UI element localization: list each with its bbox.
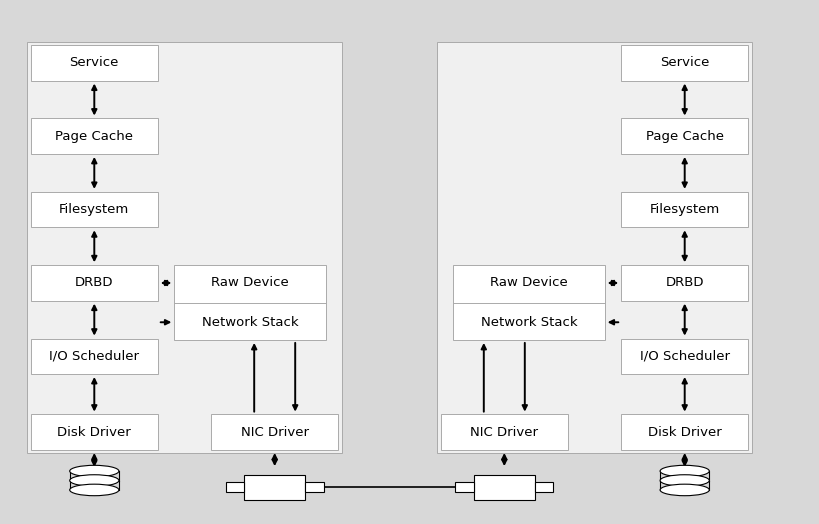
Bar <box>621 265 747 301</box>
Bar <box>621 414 747 450</box>
Text: Filesystem: Filesystem <box>59 203 129 216</box>
Text: Raw Device: Raw Device <box>211 277 288 289</box>
Bar <box>244 475 305 500</box>
Bar <box>31 192 157 227</box>
Bar <box>473 475 535 500</box>
Bar <box>31 414 157 450</box>
Text: NIC Driver: NIC Driver <box>470 426 537 439</box>
Text: Filesystem: Filesystem <box>649 203 719 216</box>
Ellipse shape <box>70 484 119 496</box>
Bar <box>27 42 342 453</box>
Text: DRBD: DRBD <box>75 277 113 289</box>
Bar <box>621 118 747 154</box>
Text: Raw Device: Raw Device <box>490 277 567 289</box>
Ellipse shape <box>70 465 119 477</box>
Text: Page Cache: Page Cache <box>645 130 723 143</box>
Ellipse shape <box>659 465 708 477</box>
Text: Service: Service <box>659 57 708 69</box>
Bar <box>621 339 747 374</box>
Text: Page Cache: Page Cache <box>55 130 133 143</box>
Ellipse shape <box>659 484 708 496</box>
Text: Disk Driver: Disk Driver <box>57 426 131 439</box>
Text: Service: Service <box>70 57 119 69</box>
Text: NIC Driver: NIC Driver <box>241 426 308 439</box>
Bar <box>441 414 567 450</box>
Bar <box>31 118 157 154</box>
Text: I/O Scheduler: I/O Scheduler <box>49 350 139 363</box>
Bar <box>305 482 324 493</box>
Bar <box>31 339 157 374</box>
Bar <box>621 45 747 81</box>
Bar <box>535 482 553 493</box>
Text: Network Stack: Network Stack <box>201 316 298 329</box>
Text: Disk Driver: Disk Driver <box>647 426 721 439</box>
Bar <box>211 414 337 450</box>
Bar <box>452 265 604 340</box>
Bar <box>31 45 157 81</box>
Bar <box>621 192 747 227</box>
Bar <box>225 482 244 493</box>
Ellipse shape <box>70 475 119 486</box>
Text: Network Stack: Network Stack <box>480 316 577 329</box>
Bar <box>31 265 157 301</box>
Bar <box>455 482 473 493</box>
Ellipse shape <box>659 475 708 486</box>
Bar <box>436 42 752 453</box>
Text: I/O Scheduler: I/O Scheduler <box>639 350 729 363</box>
Text: DRBD: DRBD <box>665 277 703 289</box>
Bar <box>174 265 325 340</box>
